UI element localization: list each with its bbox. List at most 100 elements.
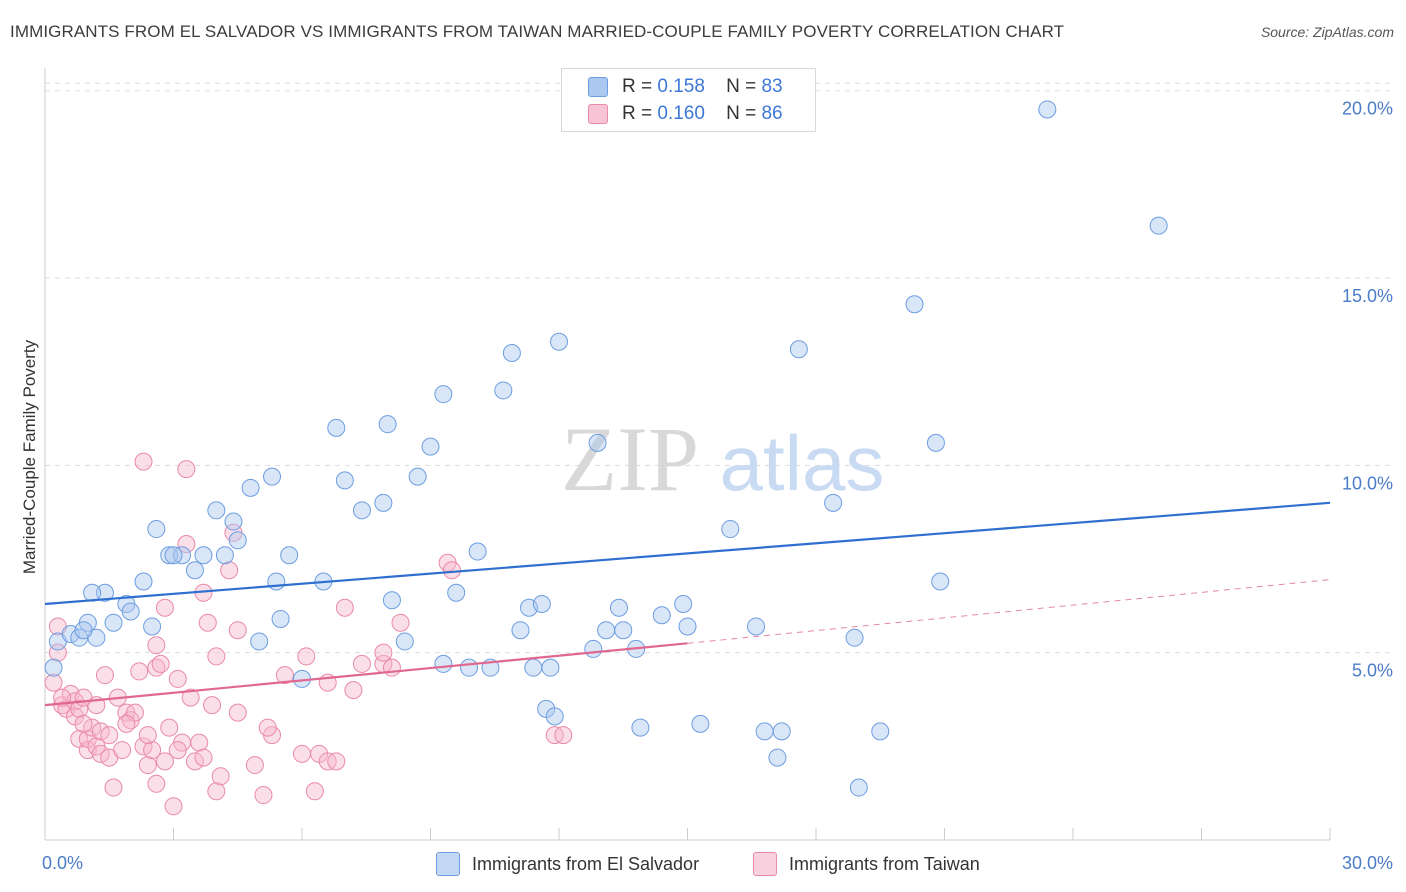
taiwan-point bbox=[160, 718, 179, 737]
legend-n-label: N = bbox=[726, 76, 757, 97]
stats-legend: R = 0.158 N = 83 R = 0.160 N = 86 bbox=[561, 68, 816, 132]
x-tick-label: 30.0% bbox=[1342, 853, 1393, 873]
el-salvador-point bbox=[614, 621, 633, 640]
legend-r-label: R = bbox=[622, 76, 653, 97]
taiwan-point bbox=[91, 722, 110, 741]
taiwan-point bbox=[44, 673, 63, 692]
el-salvador-point bbox=[207, 501, 226, 520]
taiwan-point bbox=[194, 748, 213, 767]
taiwan-point bbox=[258, 718, 277, 737]
taiwan-point bbox=[293, 744, 311, 763]
taiwan-point bbox=[53, 688, 72, 707]
el-salvador-point bbox=[789, 340, 808, 359]
taiwan-point bbox=[228, 621, 247, 640]
legend-n-value: 83 bbox=[761, 76, 783, 97]
el-salvador-point bbox=[597, 621, 616, 640]
el-salvador-point bbox=[95, 583, 114, 602]
legend-r-value: 0.158 bbox=[657, 76, 705, 97]
watermark-zip: ZIP bbox=[561, 408, 699, 510]
el-salvador-point bbox=[755, 722, 774, 741]
taiwan-point bbox=[344, 681, 363, 700]
el-salvador-point bbox=[164, 546, 183, 565]
taiwan-point bbox=[100, 726, 119, 745]
taiwan-point bbox=[113, 741, 132, 760]
el-salvador-legend-label: Immigrants from El Salvador bbox=[472, 853, 700, 874]
x-tick-label: 0.0% bbox=[42, 853, 83, 873]
el-salvador-point bbox=[1038, 100, 1057, 119]
el-salvador-point bbox=[747, 617, 766, 636]
el-salvador-point bbox=[104, 613, 123, 632]
el-salvador-point bbox=[160, 546, 179, 565]
legend-item-el-salvador: Immigrants from El Salvador bbox=[436, 852, 699, 876]
taiwan-point bbox=[104, 778, 123, 797]
taiwan-swatch bbox=[588, 104, 608, 124]
watermark-atlas: atlas bbox=[720, 419, 885, 507]
taiwan-point bbox=[138, 726, 157, 745]
legend-row-el-salvador: R = 0.158 N = 83 bbox=[588, 75, 783, 99]
taiwan-point bbox=[177, 460, 196, 479]
watermark: ZIP atlas bbox=[561, 408, 884, 510]
legend-item-taiwan: Immigrants from Taiwan bbox=[753, 852, 980, 876]
el-salvador-point bbox=[263, 467, 282, 486]
y-tick-label: 5.0% bbox=[1352, 661, 1393, 681]
el-salvador-point bbox=[215, 546, 234, 565]
el-salvador-point bbox=[434, 654, 453, 673]
taiwan-point bbox=[138, 756, 157, 775]
taiwan-legend-label: Immigrants from Taiwan bbox=[789, 853, 980, 874]
grid-lines bbox=[45, 82, 1390, 654]
y-tick-label: 10.0% bbox=[1342, 473, 1393, 493]
el-salvador-point bbox=[143, 617, 162, 636]
taiwan-point bbox=[207, 782, 226, 801]
taiwan-point bbox=[352, 654, 371, 673]
el-salvador-point bbox=[224, 512, 243, 531]
legend-row-taiwan: R = 0.160 N = 86 bbox=[588, 102, 783, 126]
taiwan-point bbox=[95, 666, 114, 685]
taiwan-point bbox=[245, 756, 264, 775]
legend-r-label: R = bbox=[622, 103, 653, 124]
axes bbox=[44, 68, 1331, 841]
el-salvador-trend-line bbox=[44, 501, 1331, 606]
taiwan-point bbox=[275, 666, 294, 685]
el-salvador-point bbox=[588, 433, 607, 452]
el-salvador-point bbox=[147, 520, 166, 539]
el-salvador-point bbox=[447, 583, 466, 602]
y-tick-label: 15.0% bbox=[1342, 286, 1393, 306]
taiwan-point bbox=[83, 718, 102, 737]
el-salvador-point bbox=[845, 628, 864, 647]
el-salvador-point bbox=[545, 707, 564, 726]
taiwan-trend-line bbox=[44, 642, 688, 707]
el-salvador-point bbox=[502, 343, 521, 362]
taiwan-point bbox=[442, 561, 461, 580]
el-salvador-point bbox=[678, 617, 697, 636]
el-salvador-point bbox=[674, 594, 693, 613]
el-salvador-point bbox=[134, 572, 153, 591]
taiwan-point bbox=[198, 613, 217, 632]
el-salvador-point bbox=[267, 572, 286, 591]
taiwan-point bbox=[327, 752, 346, 771]
el-salvador-point bbox=[121, 602, 140, 621]
taiwan-point bbox=[130, 662, 149, 681]
y-axis-label: Married-Couple Family Poverty bbox=[20, 339, 39, 574]
el-salvador-point bbox=[421, 437, 440, 456]
el-salvador-point bbox=[871, 722, 890, 741]
el-salvador-point bbox=[631, 718, 650, 737]
taiwan-point bbox=[168, 669, 187, 688]
el-salvador-point bbox=[408, 467, 427, 486]
el-salvador-point bbox=[271, 609, 290, 628]
taiwan-point bbox=[185, 752, 204, 771]
el-salvador-point bbox=[83, 583, 102, 602]
el-salvador-point bbox=[378, 415, 397, 434]
source-label: Source: ZipAtlas.com bbox=[1260, 24, 1394, 40]
taiwan-point bbox=[391, 613, 410, 632]
el-salvador-point bbox=[374, 493, 393, 512]
taiwan-point bbox=[155, 752, 174, 771]
el-salvador-point bbox=[609, 598, 628, 617]
taiwan-point bbox=[305, 782, 324, 801]
el-salvador-point bbox=[768, 748, 787, 767]
el-salvador-point bbox=[691, 714, 710, 733]
el-salvador-point bbox=[652, 606, 671, 625]
taiwan-point bbox=[382, 658, 401, 677]
taiwan-points bbox=[44, 452, 573, 816]
taiwan-point bbox=[203, 696, 222, 715]
